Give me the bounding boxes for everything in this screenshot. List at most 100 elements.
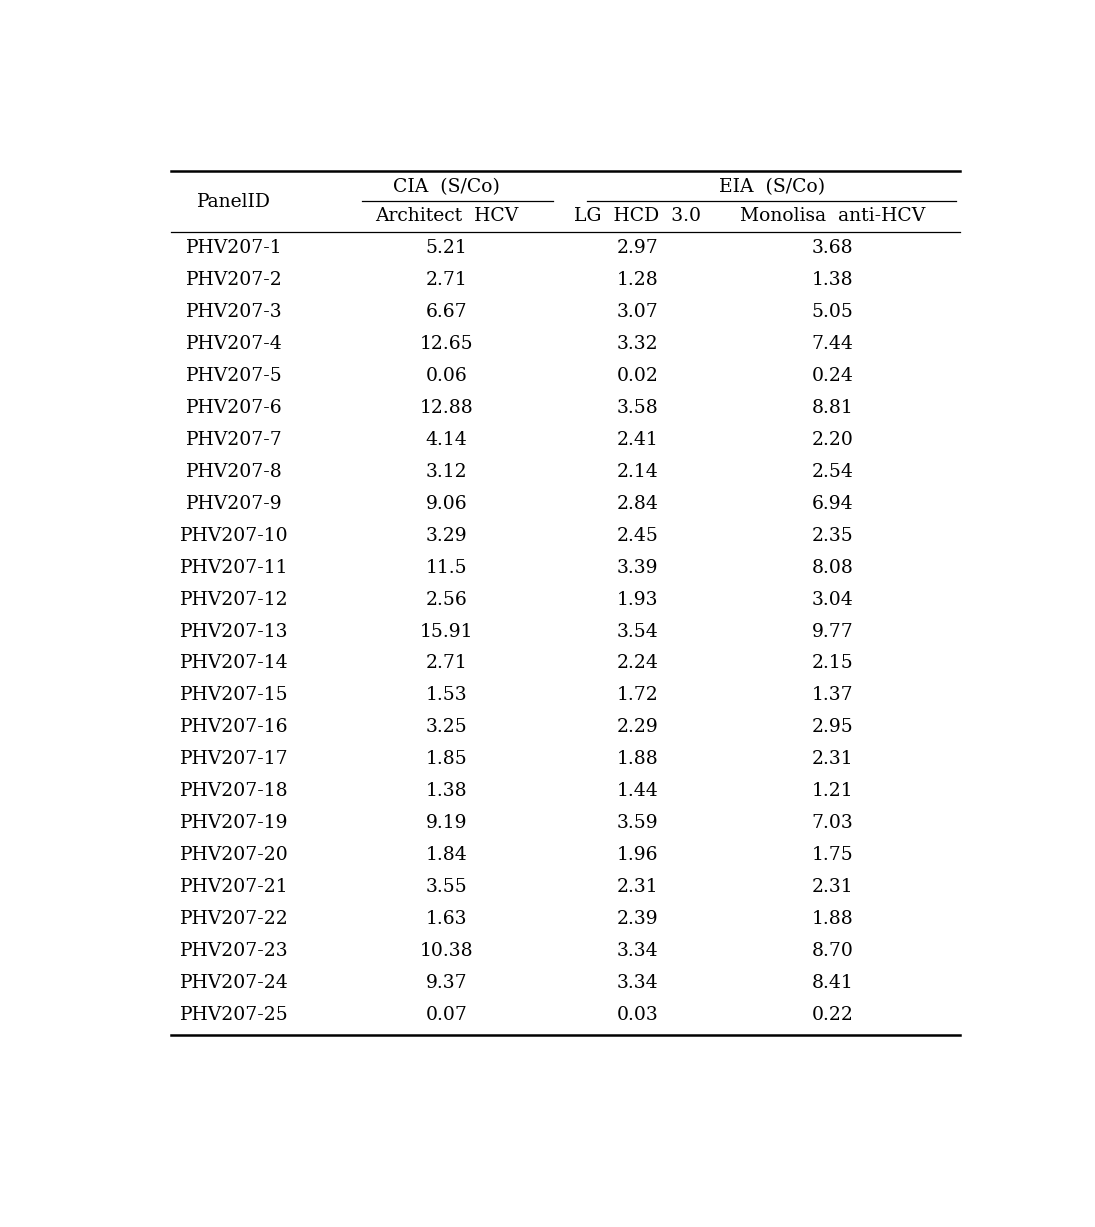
Text: PHV207-15: PHV207-15 bbox=[181, 686, 289, 704]
Text: PHV207-24: PHV207-24 bbox=[180, 974, 289, 991]
Text: 2.45: 2.45 bbox=[616, 526, 658, 545]
Text: 3.04: 3.04 bbox=[811, 590, 854, 609]
Text: PHV207-14: PHV207-14 bbox=[181, 654, 289, 672]
Text: 1.84: 1.84 bbox=[426, 847, 468, 864]
Text: 0.03: 0.03 bbox=[616, 1006, 658, 1023]
Text: Monolisa  anti-HCV: Monolisa anti-HCV bbox=[740, 207, 925, 226]
Text: PHV207-23: PHV207-23 bbox=[181, 942, 289, 960]
Text: PHV207-5: PHV207-5 bbox=[186, 367, 283, 385]
Text: 2.14: 2.14 bbox=[616, 463, 658, 481]
Text: 1.75: 1.75 bbox=[811, 847, 854, 864]
Text: 1.38: 1.38 bbox=[426, 782, 468, 800]
Text: PHV207-8: PHV207-8 bbox=[186, 463, 283, 481]
Text: PHV207-17: PHV207-17 bbox=[181, 750, 289, 768]
Text: 2.35: 2.35 bbox=[811, 526, 854, 545]
Text: 2.97: 2.97 bbox=[616, 239, 658, 258]
Text: LG  HCD  3.0: LG HCD 3.0 bbox=[574, 207, 701, 226]
Text: PHV207-7: PHV207-7 bbox=[186, 431, 283, 449]
Text: EIA  (S/Co): EIA (S/Co) bbox=[718, 178, 825, 196]
Text: PHV207-11: PHV207-11 bbox=[181, 558, 289, 577]
Text: 2.31: 2.31 bbox=[616, 879, 658, 896]
Text: PHV207-22: PHV207-22 bbox=[180, 910, 289, 928]
Text: 2.24: 2.24 bbox=[616, 654, 658, 672]
Text: 2.31: 2.31 bbox=[811, 750, 854, 768]
Text: 11.5: 11.5 bbox=[426, 558, 468, 577]
Text: PHV207-19: PHV207-19 bbox=[181, 815, 289, 832]
Text: 2.29: 2.29 bbox=[616, 718, 658, 736]
Text: PanelID: PanelID bbox=[197, 193, 272, 211]
Text: 5.21: 5.21 bbox=[426, 239, 468, 258]
Text: PHV207-6: PHV207-6 bbox=[186, 399, 283, 417]
Text: 8.81: 8.81 bbox=[811, 399, 854, 417]
Text: 3.39: 3.39 bbox=[616, 558, 658, 577]
Text: 2.84: 2.84 bbox=[616, 494, 658, 513]
Text: 4.14: 4.14 bbox=[426, 431, 468, 449]
Text: PHV207-10: PHV207-10 bbox=[181, 526, 289, 545]
Text: 9.19: 9.19 bbox=[426, 815, 468, 832]
Text: 3.07: 3.07 bbox=[616, 303, 658, 321]
Text: 6.67: 6.67 bbox=[426, 303, 468, 321]
Text: 0.02: 0.02 bbox=[616, 367, 658, 385]
Text: 8.41: 8.41 bbox=[811, 974, 854, 991]
Text: 8.08: 8.08 bbox=[811, 558, 854, 577]
Text: 8.70: 8.70 bbox=[811, 942, 854, 960]
Text: PHV207-1: PHV207-1 bbox=[186, 239, 283, 258]
Text: 0.24: 0.24 bbox=[811, 367, 854, 385]
Text: 0.07: 0.07 bbox=[426, 1006, 468, 1023]
Text: 3.55: 3.55 bbox=[426, 879, 468, 896]
Text: 7.03: 7.03 bbox=[811, 815, 854, 832]
Text: 9.37: 9.37 bbox=[426, 974, 468, 991]
Text: PHV207-2: PHV207-2 bbox=[186, 271, 283, 290]
Text: 1.38: 1.38 bbox=[811, 271, 854, 290]
Text: PHV207-12: PHV207-12 bbox=[181, 590, 289, 609]
Text: 1.53: 1.53 bbox=[426, 686, 468, 704]
Text: 5.05: 5.05 bbox=[811, 303, 854, 321]
Text: PHV207-25: PHV207-25 bbox=[180, 1006, 289, 1023]
Text: 3.59: 3.59 bbox=[616, 815, 658, 832]
Text: 6.94: 6.94 bbox=[811, 494, 854, 513]
Text: 15.91: 15.91 bbox=[419, 622, 473, 640]
Text: 1.88: 1.88 bbox=[616, 750, 658, 768]
Text: 2.54: 2.54 bbox=[811, 463, 854, 481]
Text: 3.25: 3.25 bbox=[426, 718, 468, 736]
Text: 1.21: 1.21 bbox=[811, 782, 854, 800]
Text: 1.85: 1.85 bbox=[426, 750, 468, 768]
Text: PHV207-18: PHV207-18 bbox=[181, 782, 289, 800]
Text: 1.37: 1.37 bbox=[811, 686, 854, 704]
Text: 3.34: 3.34 bbox=[616, 974, 658, 991]
Text: PHV207-3: PHV207-3 bbox=[186, 303, 283, 321]
Text: 1.44: 1.44 bbox=[616, 782, 658, 800]
Text: 3.12: 3.12 bbox=[426, 463, 468, 481]
Text: CIA  (S/Co): CIA (S/Co) bbox=[393, 178, 500, 196]
Text: 3.58: 3.58 bbox=[616, 399, 658, 417]
Text: 2.41: 2.41 bbox=[616, 431, 658, 449]
Text: 2.71: 2.71 bbox=[426, 654, 468, 672]
Text: 7.44: 7.44 bbox=[811, 335, 854, 353]
Text: 2.95: 2.95 bbox=[811, 718, 854, 736]
Text: 2.56: 2.56 bbox=[426, 590, 468, 609]
Text: 3.32: 3.32 bbox=[616, 335, 658, 353]
Text: 12.88: 12.88 bbox=[419, 399, 473, 417]
Text: PHV207-20: PHV207-20 bbox=[180, 847, 289, 864]
Text: 3.34: 3.34 bbox=[616, 942, 658, 960]
Text: 0.22: 0.22 bbox=[811, 1006, 854, 1023]
Text: 1.72: 1.72 bbox=[616, 686, 658, 704]
Text: 2.39: 2.39 bbox=[616, 910, 658, 928]
Text: 3.54: 3.54 bbox=[616, 622, 658, 640]
Text: 0.06: 0.06 bbox=[426, 367, 468, 385]
Text: 10.38: 10.38 bbox=[419, 942, 473, 960]
Text: PHV207-21: PHV207-21 bbox=[181, 879, 289, 896]
Text: PHV207-9: PHV207-9 bbox=[186, 494, 283, 513]
Text: PHV207-4: PHV207-4 bbox=[186, 335, 283, 353]
Text: 1.63: 1.63 bbox=[426, 910, 468, 928]
Text: 3.29: 3.29 bbox=[426, 526, 468, 545]
Text: 1.28: 1.28 bbox=[616, 271, 658, 290]
Text: 2.20: 2.20 bbox=[811, 431, 854, 449]
Text: 1.93: 1.93 bbox=[616, 590, 658, 609]
Text: 9.77: 9.77 bbox=[811, 622, 854, 640]
Text: 12.65: 12.65 bbox=[419, 335, 473, 353]
Text: PHV207-13: PHV207-13 bbox=[181, 622, 289, 640]
Text: PHV207-16: PHV207-16 bbox=[181, 718, 289, 736]
Text: 2.15: 2.15 bbox=[811, 654, 854, 672]
Text: 2.31: 2.31 bbox=[811, 879, 854, 896]
